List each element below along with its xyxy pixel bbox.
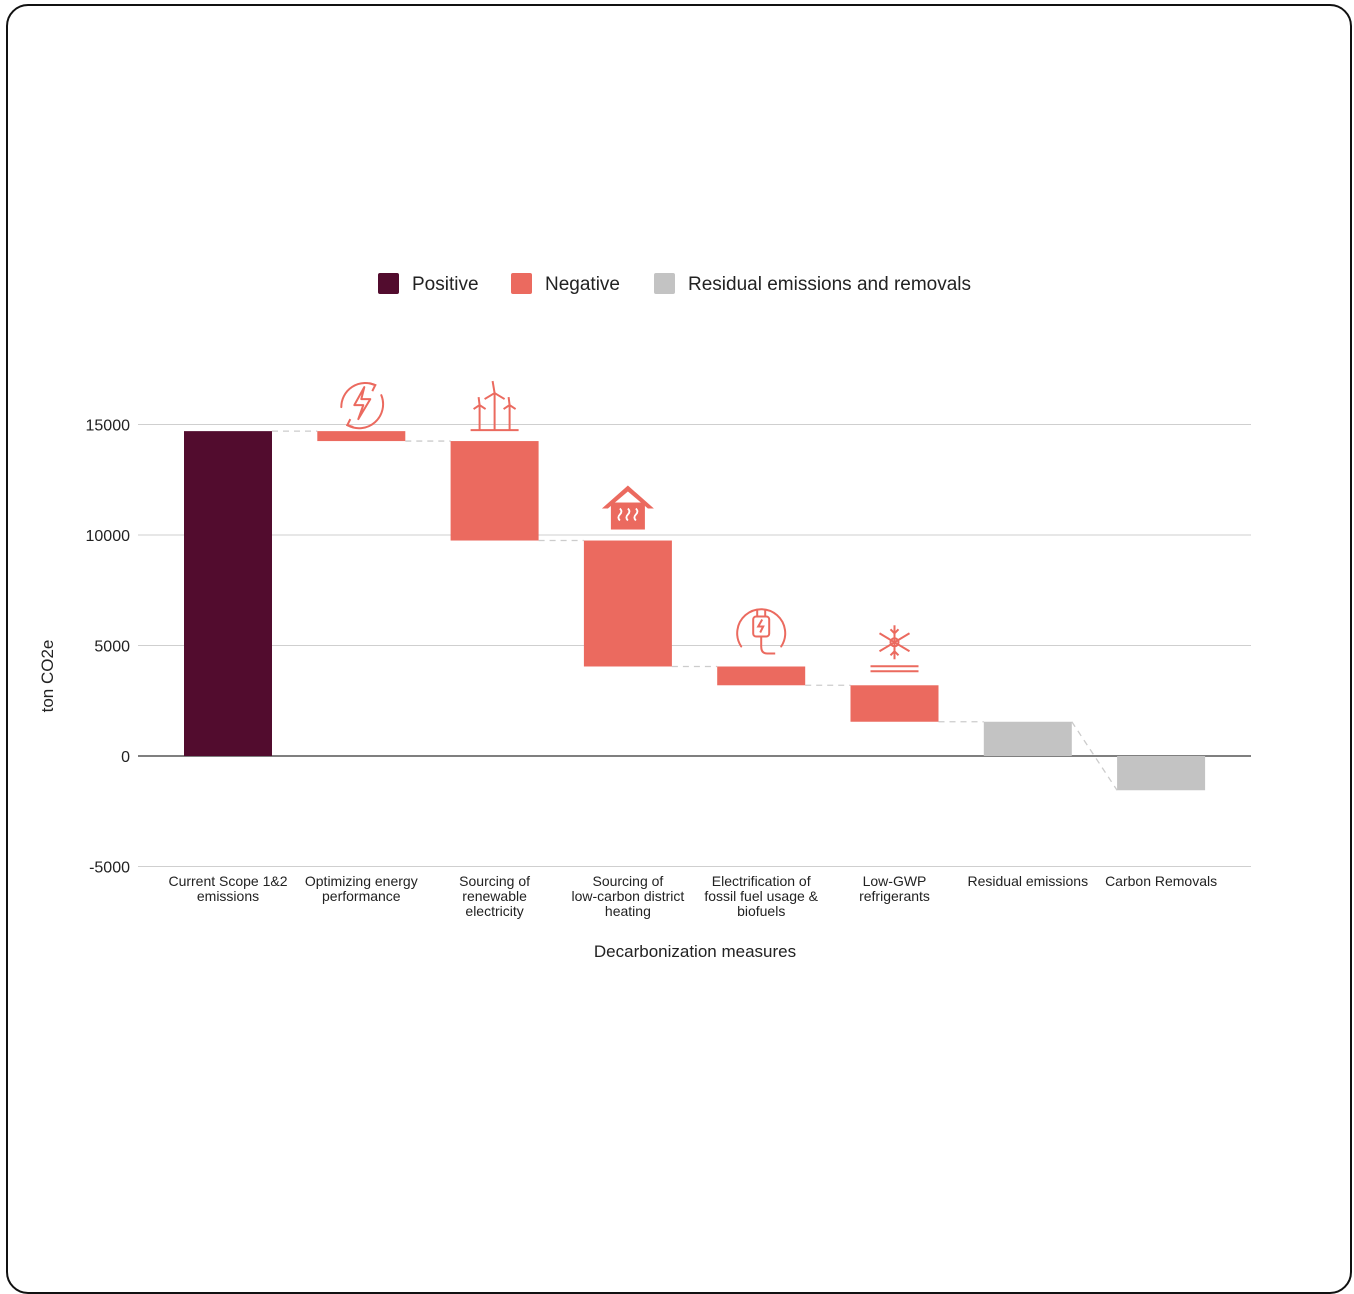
- x-category-label: Optimizing energy: [305, 873, 418, 889]
- x-category-label: renewable: [462, 888, 527, 904]
- y-tick-label: -5000: [89, 860, 130, 877]
- x-category-label: Carbon Removals: [1105, 873, 1217, 889]
- connector-lines: [272, 430, 1118, 791]
- legend-swatch-residual: [654, 273, 675, 294]
- bar-negative: [850, 685, 939, 722]
- x-category-label: Current Scope 1&2: [168, 873, 287, 889]
- heated-house-icon: [601, 485, 654, 530]
- y-tick-label: 15000: [86, 418, 131, 435]
- bar-negative: [717, 666, 806, 686]
- bar-negative: [583, 540, 672, 667]
- x-category-label: heating: [605, 903, 651, 919]
- connector-line: [1071, 721, 1118, 791]
- y-tick-label: 10000: [86, 528, 131, 545]
- electric-plug-icon: [736, 608, 787, 655]
- x-category-label: fossil fuel usage &: [704, 888, 818, 904]
- x-category-label: electricity: [465, 903, 523, 919]
- x-category-label: Electrification of: [712, 873, 811, 889]
- x-category-label: low-carbon district: [571, 888, 684, 904]
- y-axis-title: ton CO2e: [38, 640, 57, 713]
- bar-positive: [184, 431, 272, 756]
- x-category-label: Sourcing of: [459, 873, 530, 889]
- x-category-label: Low-GWP: [863, 873, 927, 889]
- legend-label-negative: Negative: [545, 274, 620, 295]
- x-category-label: Residual emissions: [967, 873, 1088, 889]
- bar-residual: [983, 721, 1072, 756]
- wind-turbine-icon: [470, 380, 519, 432]
- snowflake-icon: [870, 625, 919, 673]
- bar-negative: [450, 441, 539, 541]
- y-tick-label: 0: [121, 749, 130, 766]
- gridlines: [138, 424, 1251, 867]
- legend-swatch-negative: [511, 273, 532, 294]
- x-category-label: Sourcing of: [592, 873, 663, 889]
- y-tick-label: 5000: [94, 639, 130, 656]
- legend-swatch-positive: [378, 273, 399, 294]
- legend-label-positive: Positive: [412, 274, 479, 295]
- x-category-label: refrigerants: [859, 888, 930, 904]
- bars: [184, 431, 1206, 791]
- y-axis-ticks: 15000 10000 5000 0 -5000: [86, 418, 131, 877]
- legend-label-residual: Residual emissions and removals: [688, 274, 971, 295]
- legend: Positive Negative Residual emissions and…: [378, 273, 971, 295]
- x-category-label: emissions: [197, 888, 259, 904]
- bar-icons: [340, 380, 919, 673]
- bar-negative: [317, 431, 406, 442]
- x-category-label: performance: [322, 888, 401, 904]
- x-category-label: biofuels: [737, 903, 785, 919]
- x-axis-title: Decarbonization measures: [594, 942, 796, 961]
- bar-residual: [1117, 756, 1206, 791]
- energy-cycle-icon: [340, 382, 385, 430]
